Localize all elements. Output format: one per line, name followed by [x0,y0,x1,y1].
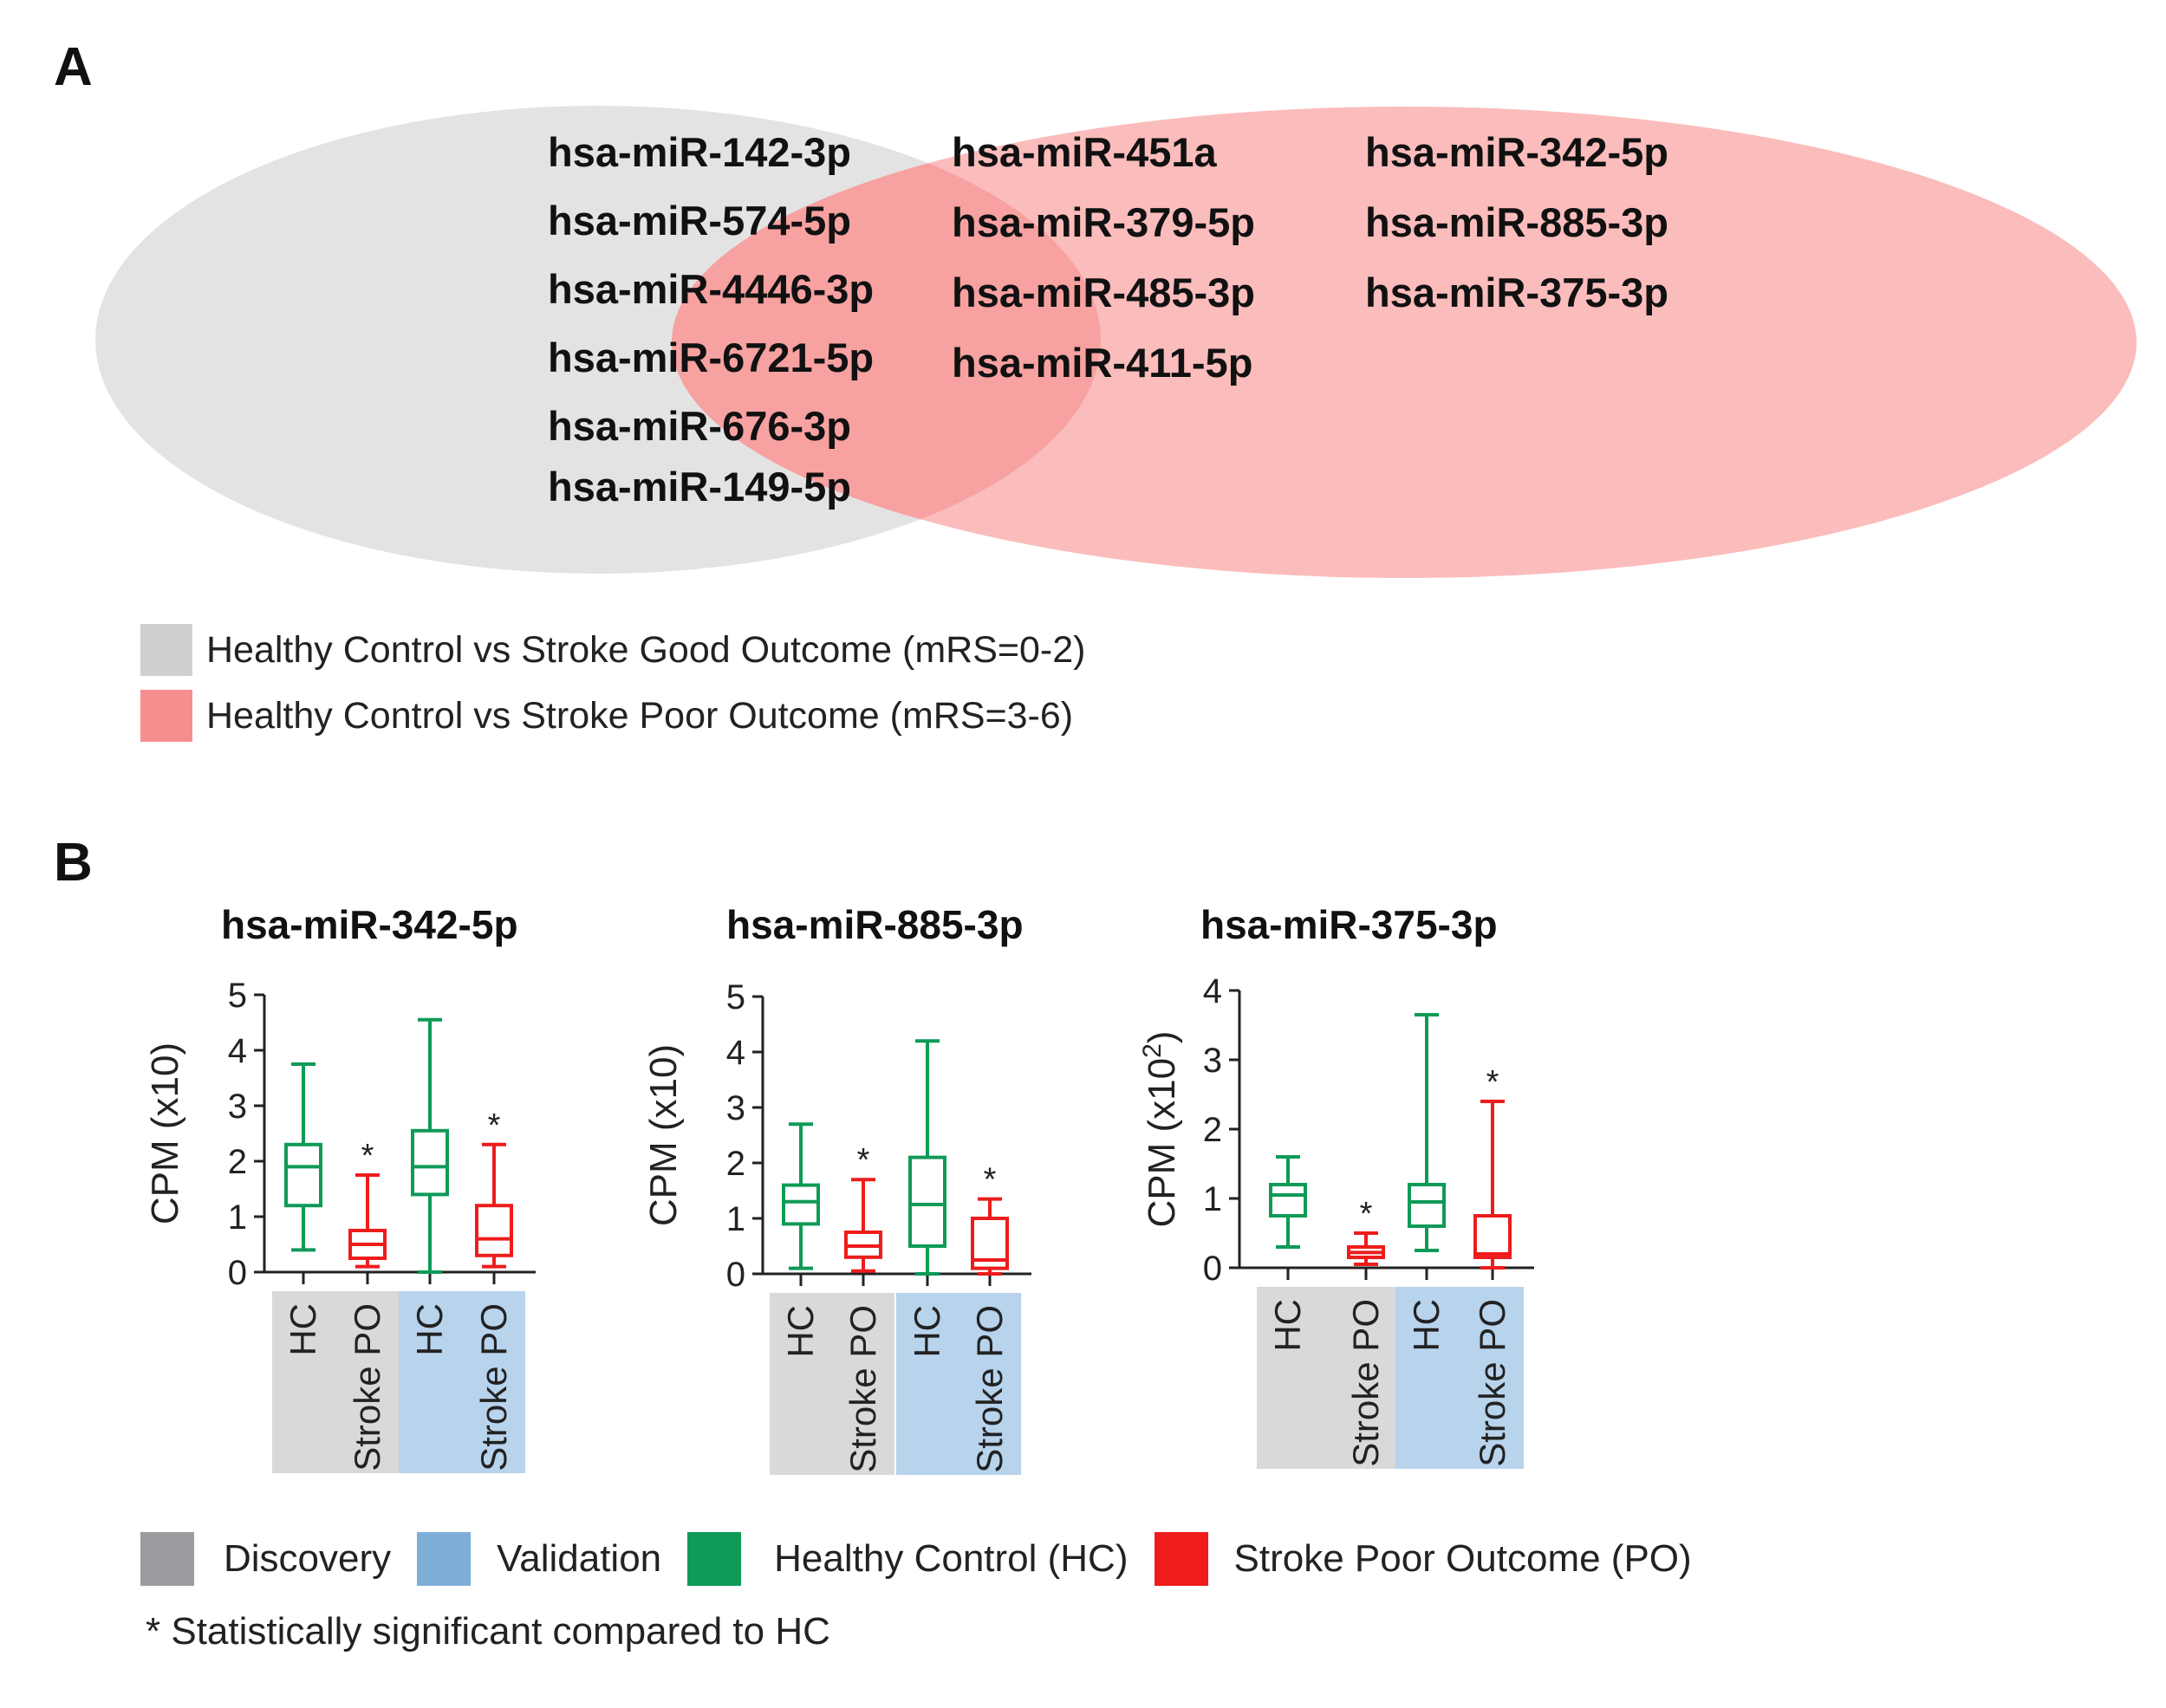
panel-letter-a: A [54,37,93,97]
significance-asterisk: * [1360,1196,1373,1232]
group-band-discovery [1257,1287,1397,1469]
y-tick-label: 0 [228,1254,247,1292]
mirna-label: hsa-miR-149-5p [548,464,851,510]
y-tick-label: 5 [228,977,247,1015]
legend-swatch-healthy-control [687,1532,742,1586]
group-band-validation [399,1291,525,1473]
legend-good-outcome: Healthy Control vs Stroke Good Outcome (… [140,624,1085,676]
category-label: HC [1406,1299,1447,1352]
box-iqr [782,1183,820,1226]
venn-diagram [95,106,2137,578]
chart-title-885: hsa-miR-885-3p [726,902,1024,947]
legend-label-stroke-po: Stroke Poor Outcome (PO) [1233,1537,1692,1580]
y-axis-label-end: ) [1141,1031,1183,1044]
legend-poor-outcome: Healthy Control vs Stroke Poor Outcome (… [140,690,1073,742]
legend-swatch-gray [140,624,192,676]
y-axis-label-text: CPM (x10 [1141,1058,1183,1228]
category-label: Stroke PO [1472,1299,1512,1467]
chart-title-342: hsa-miR-342-5p [221,902,518,947]
category-label: Stroke PO [347,1303,387,1471]
y-tick-label: 3 [726,1089,745,1127]
mirna-label: hsa-miR-676-3p [548,403,851,449]
asterisk-icon: * [146,1610,161,1653]
legend-label-discovery: Discovery [224,1537,392,1580]
legend-label: Healthy Control vs Stroke Good Outcome (… [206,628,1086,671]
box-iqr [1408,1183,1446,1228]
group-band-discovery [770,1293,894,1475]
y-tick-label: 2 [1203,1111,1222,1149]
group-band-validation [1395,1287,1524,1469]
mirna-label: hsa-miR-574-5p [548,198,851,244]
category-label: Stroke PO [842,1305,883,1473]
mirna-label: hsa-miR-411-5p [952,340,1253,386]
y-tick-label: 1 [1203,1180,1222,1218]
group-band-discovery [272,1291,399,1473]
y-axis-label-text: CPM (x10) [144,1042,186,1224]
mirna-label: hsa-miR-451a [952,129,1217,175]
legend-swatch-discovery [140,1532,194,1586]
legend-swatch-validation [417,1532,472,1586]
y-axis-label: CPM (x10) [144,1042,186,1224]
mirna-label: hsa-miR-379-5p [952,199,1255,245]
y-tick-label: 5 [726,978,745,1016]
significance-asterisk: * [857,1142,870,1179]
mirna-label: hsa-miR-485-3p [952,270,1255,315]
category-label: HC [283,1303,323,1356]
significance-asterisk: * [984,1162,997,1198]
legend-label-healthy-control: Healthy Control (HC) [774,1537,1129,1580]
category-label: Stroke PO [969,1305,1010,1473]
legend-swatch-pink [140,690,192,742]
footnote: * Statistically significant compared to … [146,1610,830,1653]
footnote-text: Statistically significant compared to HC [171,1610,830,1653]
significance-asterisk: * [361,1138,374,1174]
category-label: HC [907,1305,947,1358]
mirna-label: hsa-miR-375-3p [1365,270,1668,315]
mirna-label: hsa-miR-142-3p [548,129,851,175]
legend-label: Healthy Control vs Stroke Poor Outcome (… [206,694,1074,737]
box-iqr [908,1155,946,1248]
y-tick-label: 1 [726,1200,745,1238]
mirna-label: hsa-miR-342-5p [1365,129,1668,175]
box-iqr [284,1142,322,1208]
box-iqr [475,1204,513,1257]
group-band-validation [896,1293,1021,1475]
y-tick-label: 4 [726,1034,745,1072]
category-label: Stroke PO [473,1303,514,1471]
venn-circle-poor-outcome [672,107,2137,578]
y-tick-label: 1 [228,1198,247,1237]
box-iqr [1269,1183,1307,1218]
y-axis-label-text: CPM (x10) [642,1044,685,1226]
y-axis-label: CPM (x10) [642,1044,685,1226]
mirna-label: hsa-miR-885-3p [1365,199,1668,245]
y-tick-label: 4 [228,1032,247,1070]
y-axis-label: CPM (x102) [1138,1031,1183,1228]
panel-letter-b: B [54,833,93,893]
y-tick-label: 0 [726,1256,745,1294]
significance-asterisk: * [1486,1064,1499,1101]
box-iqr [1473,1214,1512,1259]
y-tick-label: 3 [228,1088,247,1126]
y-axis-label-superscript: 2 [1138,1043,1167,1058]
category-label: HC [1267,1299,1308,1352]
y-tick-label: 0 [1203,1250,1222,1288]
chart-title-375: hsa-miR-375-3p [1200,902,1498,947]
mirna-label: hsa-miR-6721-5p [548,334,875,380]
y-tick-label: 2 [726,1145,745,1183]
legend-label-validation: Validation [497,1537,662,1580]
bottom-legend: Discovery Validation Healthy Control (HC… [140,1532,1718,1586]
y-tick-label: 4 [1203,972,1222,1010]
category-label: Stroke PO [1345,1299,1386,1467]
mirna-label: hsa-miR-4446-3p [548,266,875,312]
box-iqr [411,1128,449,1197]
category-label: HC [780,1305,821,1358]
y-tick-label: 3 [1203,1042,1222,1080]
category-label: HC [409,1303,450,1356]
y-tick-label: 2 [228,1143,247,1181]
significance-asterisk: * [488,1107,501,1144]
legend-swatch-stroke-po [1154,1532,1208,1586]
